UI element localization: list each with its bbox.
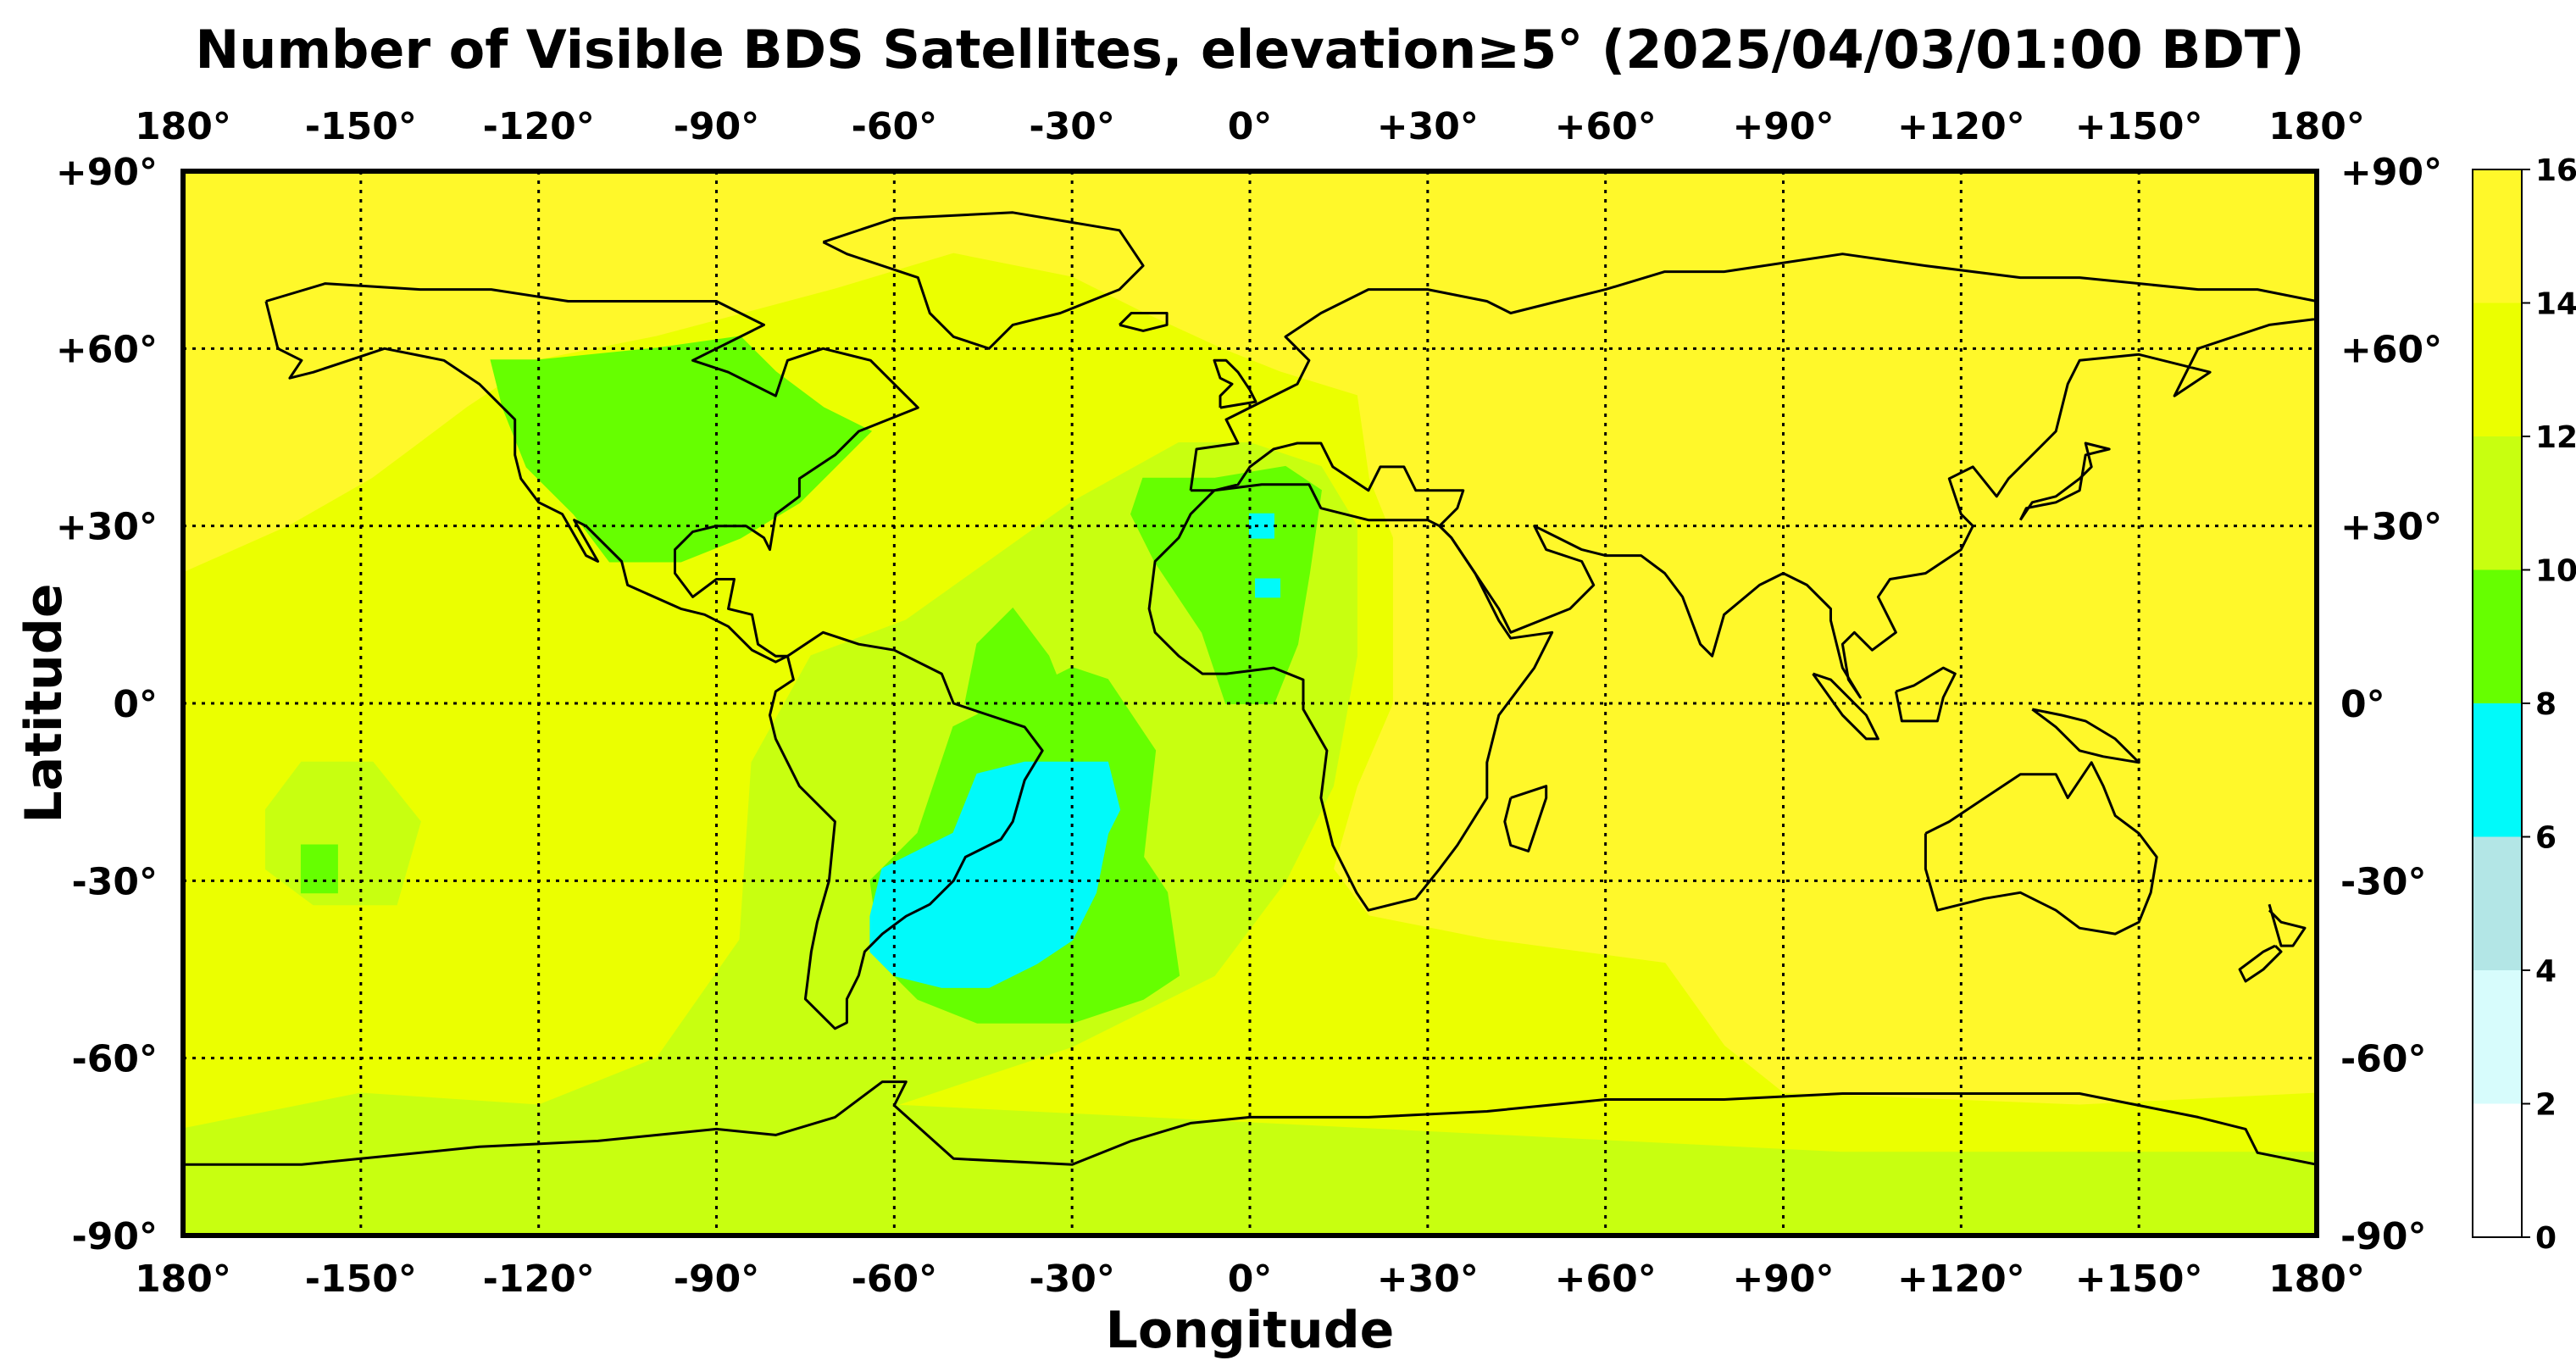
right-latitude-tick-label: +30° bbox=[2340, 506, 2442, 549]
colorbar-bin bbox=[2473, 703, 2522, 837]
colorbar-tick-label: 6 bbox=[2535, 821, 2557, 856]
bottom-longitude-tick-label: +90° bbox=[1732, 1258, 1834, 1301]
left-latitude-tick-label: +30° bbox=[56, 506, 158, 549]
bottom-longitude-tick-label: +30° bbox=[1377, 1258, 1479, 1301]
coastlines bbox=[183, 211, 2317, 1166]
left-latitude-tick-label: +60° bbox=[56, 328, 158, 371]
right-latitude-tick-label: +90° bbox=[2340, 151, 2442, 194]
top-longitude-tick-label: +120° bbox=[1897, 105, 2025, 148]
top-longitude-tick-label: +90° bbox=[1732, 105, 1834, 148]
colorbar: 0 2 4 6 8 10 12 14 16 bbox=[2472, 153, 2576, 1256]
top-longitude-tick-label: -150° bbox=[305, 105, 417, 148]
top-longitude-tick-label: -60° bbox=[852, 105, 938, 148]
colorbar-tick-label: 16 bbox=[2535, 153, 2576, 188]
right-latitude-ticks: +90° +60° +30° 0° -30° -60° -90° bbox=[2340, 151, 2442, 1258]
left-latitude-tick-label: -90° bbox=[72, 1215, 158, 1258]
left-latitude-tick-label: 0° bbox=[113, 683, 158, 726]
coast-new-zealand-south bbox=[2238, 944, 2283, 983]
colorbar-tick-label: 12 bbox=[2535, 420, 2576, 455]
bottom-longitude-tick-label: +150° bbox=[2075, 1258, 2203, 1301]
colorbar-tick-label: 10 bbox=[2535, 554, 2576, 589]
map-area bbox=[180, 169, 2319, 1238]
bottom-longitude-tick-label: -60° bbox=[852, 1258, 938, 1301]
x-axis-label: Longitude bbox=[1106, 1301, 1395, 1360]
coast-africa bbox=[1147, 483, 1554, 912]
colorbar-bin bbox=[2473, 436, 2522, 570]
bottom-longitude-tick-label: -120° bbox=[483, 1258, 595, 1301]
top-longitude-tick-label: 180° bbox=[2268, 105, 2365, 148]
right-latitude-tick-label: +60° bbox=[2340, 328, 2442, 371]
colorbar-bin bbox=[2473, 1103, 2522, 1237]
left-latitude-tick-label: -30° bbox=[72, 860, 158, 903]
coast-australia bbox=[1924, 761, 2158, 936]
right-latitude-tick-label: 0° bbox=[2340, 683, 2385, 726]
colorbar-bins bbox=[2473, 169, 2522, 1237]
bottom-longitude-tick-label: 0° bbox=[1228, 1258, 1273, 1301]
colorbar-bin bbox=[2473, 303, 2522, 436]
top-longitude-tick-label: -30° bbox=[1029, 105, 1115, 148]
right-latitude-tick-label: -90° bbox=[2340, 1215, 2427, 1258]
left-latitude-tick-label: +90° bbox=[56, 151, 158, 194]
coast-new-guinea bbox=[2031, 708, 2140, 764]
coast-borneo bbox=[1894, 666, 1957, 723]
top-longitude-tick-label: +150° bbox=[2075, 105, 2203, 148]
coast-antarctica bbox=[183, 1080, 2317, 1166]
coast-north-america bbox=[264, 282, 919, 664]
coast-uk bbox=[1213, 358, 1257, 409]
right-latitude-tick-label: -30° bbox=[2340, 860, 2427, 903]
bottom-longitude-tick-label: 180° bbox=[135, 1258, 231, 1301]
top-longitude-tick-label: 180° bbox=[135, 105, 231, 148]
y-axis-label: Latitude bbox=[14, 583, 74, 823]
bottom-longitude-ticks: 180° -150° -120° -90° -60° -30° 0° +30° +60° +90°… bbox=[135, 1258, 2365, 1301]
coast-new-zealand bbox=[2268, 903, 2307, 947]
coast-indonesia bbox=[1812, 672, 1879, 741]
coast-greenland bbox=[822, 211, 1145, 350]
region-10-12 bbox=[183, 442, 2317, 1236]
bottom-longitude-tick-label: -150° bbox=[305, 1258, 417, 1301]
bottom-longitude-tick-label: -30° bbox=[1029, 1258, 1115, 1301]
map-frame bbox=[180, 169, 2319, 1238]
colorbar-tick-label: 14 bbox=[2535, 287, 2576, 322]
coast-south-america bbox=[769, 630, 1044, 1030]
region-8-10-pacific-patch bbox=[300, 844, 338, 894]
top-longitude-ticks: 180° -150° -120° -90° -60° -30° 0° +30° +60° +90°… bbox=[135, 105, 2365, 148]
region-6-8-south-atlantic bbox=[869, 761, 1121, 988]
colorbar-tick-label: 8 bbox=[2535, 687, 2557, 722]
colorbar-ticks: 0 2 4 6 8 10 12 14 16 bbox=[2522, 153, 2576, 1256]
colorbar-bin bbox=[2473, 569, 2522, 703]
top-longitude-tick-label: +60° bbox=[1555, 105, 1657, 148]
graticule bbox=[183, 171, 2317, 1236]
coast-japan bbox=[2018, 441, 2111, 521]
left-latitude-tick-label: -60° bbox=[72, 1038, 158, 1081]
bottom-longitude-tick-label: -90° bbox=[674, 1258, 760, 1301]
right-latitude-tick-label: -60° bbox=[2340, 1038, 2427, 1081]
top-longitude-tick-label: +30° bbox=[1377, 105, 1479, 148]
coast-madagascar bbox=[1503, 785, 1548, 852]
bottom-longitude-tick-label: +60° bbox=[1555, 1258, 1657, 1301]
top-longitude-tick-label: -90° bbox=[674, 105, 760, 148]
bottom-longitude-tick-label: +120° bbox=[1897, 1258, 2025, 1301]
map-title: Number of Visible BDS Satellites, elevat… bbox=[195, 19, 2304, 81]
bottom-longitude-tick-label: 180° bbox=[2268, 1258, 2365, 1301]
coast-iceland bbox=[1119, 312, 1169, 332]
colorbar-bin bbox=[2473, 169, 2522, 303]
colorbar-bin bbox=[2473, 836, 2522, 970]
colorbar-tick-label: 2 bbox=[2535, 1088, 2557, 1123]
region-6-8-sahara bbox=[1255, 578, 1280, 598]
colorbar-bin bbox=[2473, 970, 2522, 1104]
top-longitude-tick-label: 0° bbox=[1228, 105, 1273, 148]
top-longitude-tick-label: -120° bbox=[483, 105, 595, 148]
colorbar-tick-label: 0 bbox=[2535, 1221, 2557, 1256]
colorbar-tick-label: 4 bbox=[2535, 954, 2557, 989]
region-6-8-algeria bbox=[1249, 513, 1274, 539]
left-latitude-ticks: +90° +60° +30° 0° -30° -60° -90° bbox=[56, 151, 158, 1258]
